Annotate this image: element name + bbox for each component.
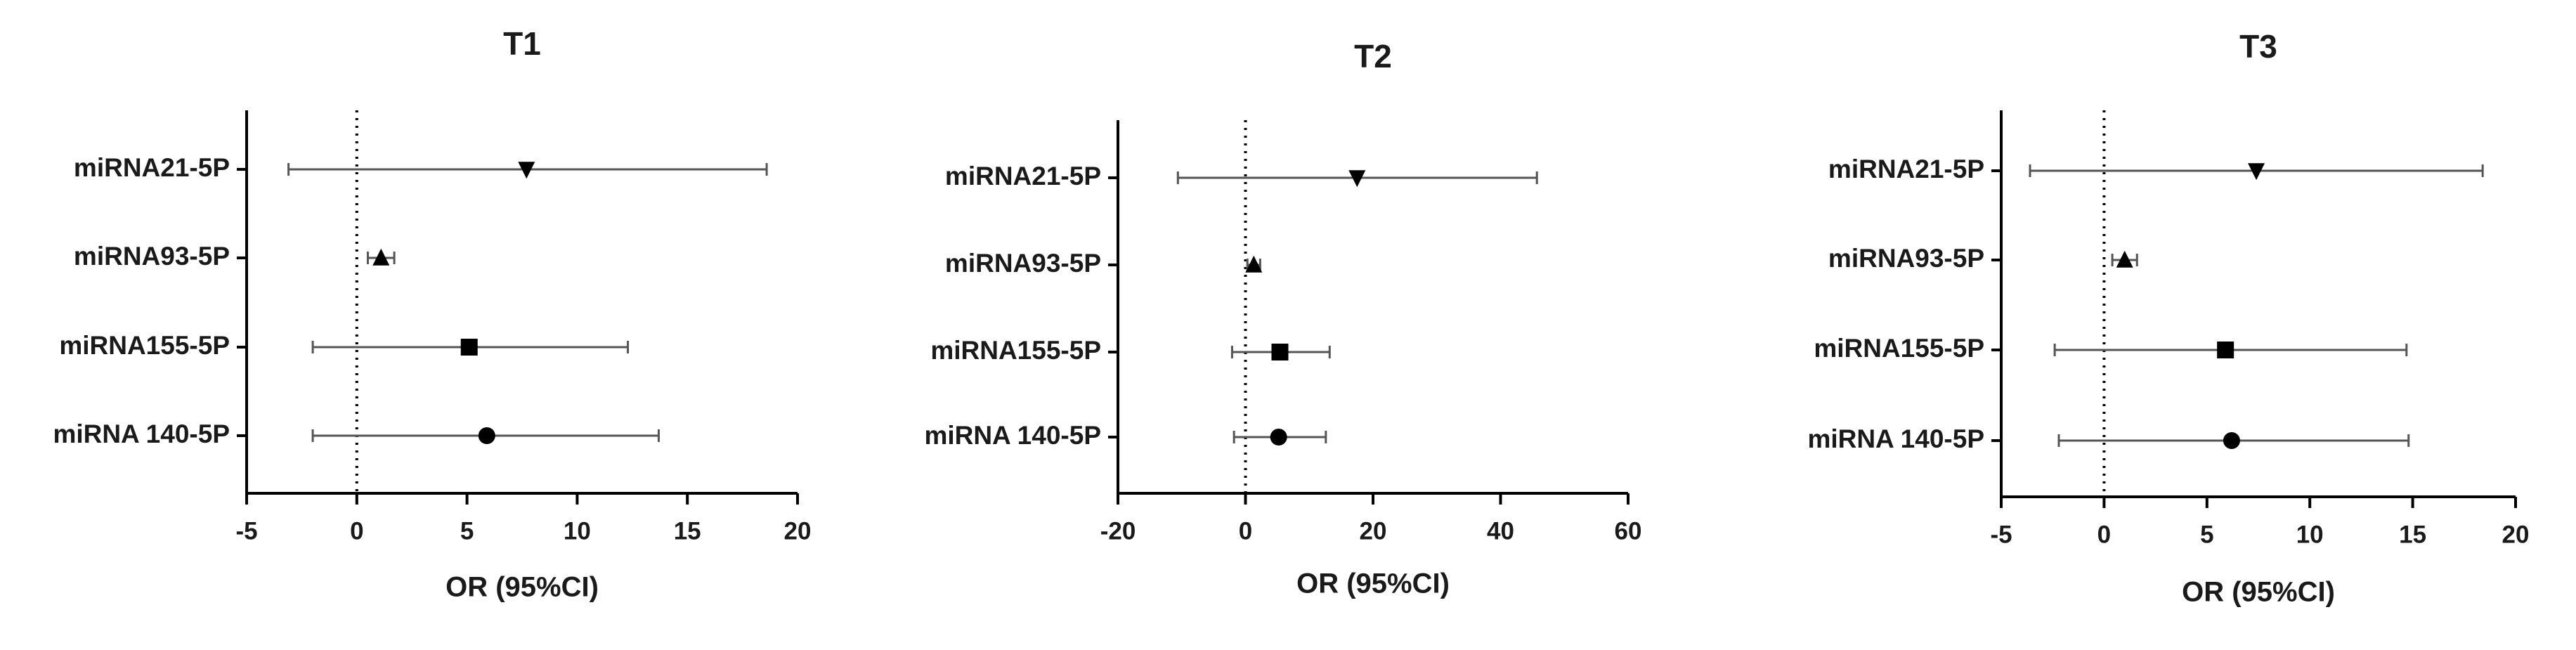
x-tick-label: 0 (350, 517, 363, 545)
y-tick-label: miRNA93-5P (1828, 244, 1984, 273)
y-tick-label: miRNA93-5P (74, 242, 230, 271)
marker (2248, 163, 2265, 181)
marker (1271, 344, 1289, 360)
x-tick-label: 20 (1360, 517, 1387, 545)
x-tick-label: 5 (460, 517, 474, 545)
x-tick-label: 60 (1615, 517, 1642, 545)
y-tick-label: miRNA 140-5P (1807, 424, 1984, 453)
x-tick-label: -20 (1100, 517, 1136, 545)
marker (478, 427, 495, 444)
x-axis-label: OR (95%CI) (2182, 577, 2335, 608)
chart-title: T2 (1354, 38, 1392, 74)
marker (2223, 432, 2240, 449)
y-tick-label: miRNA155-5P (1814, 334, 1984, 363)
y-tick-label: miRNA155-5P (930, 336, 1101, 365)
x-tick-label: -5 (1990, 521, 2012, 548)
x-tick-label: 10 (564, 517, 591, 545)
y-tick-label: miRNA 140-5P (924, 421, 1101, 450)
x-tick-label: 0 (1239, 517, 1252, 545)
marker (1348, 170, 1366, 188)
x-tick-label: 40 (1487, 517, 1514, 545)
x-axis-label: OR (95%CI) (445, 572, 599, 603)
y-tick-label: miRNA 140-5P (53, 420, 230, 448)
chart-title: T3 (2239, 28, 2277, 65)
marker (460, 339, 478, 356)
y-tick-label: miRNA21-5P (1828, 155, 1984, 183)
x-tick-label: 15 (674, 517, 701, 545)
x-tick-label: 5 (2200, 521, 2213, 548)
marker (2116, 250, 2133, 268)
marker (1245, 255, 1263, 273)
marker (372, 248, 390, 266)
y-tick-label: miRNA155-5P (59, 331, 230, 360)
x-tick-label: -5 (235, 517, 257, 545)
marker (1270, 429, 1287, 446)
x-tick-label: 20 (784, 517, 812, 545)
x-tick-label: 10 (2296, 521, 2324, 548)
x-tick-label: 20 (2502, 521, 2530, 548)
y-tick-label: miRNA21-5P (74, 153, 230, 182)
y-tick-label: miRNA93-5P (945, 249, 1101, 278)
x-tick-label: 15 (2399, 521, 2426, 548)
x-axis-label: OR (95%CI) (1296, 568, 1450, 599)
chart-title: T1 (503, 25, 541, 62)
x-tick-label: 0 (2097, 521, 2111, 548)
marker (518, 162, 535, 179)
y-tick-label: miRNA21-5P (945, 162, 1101, 190)
marker (2217, 342, 2235, 358)
